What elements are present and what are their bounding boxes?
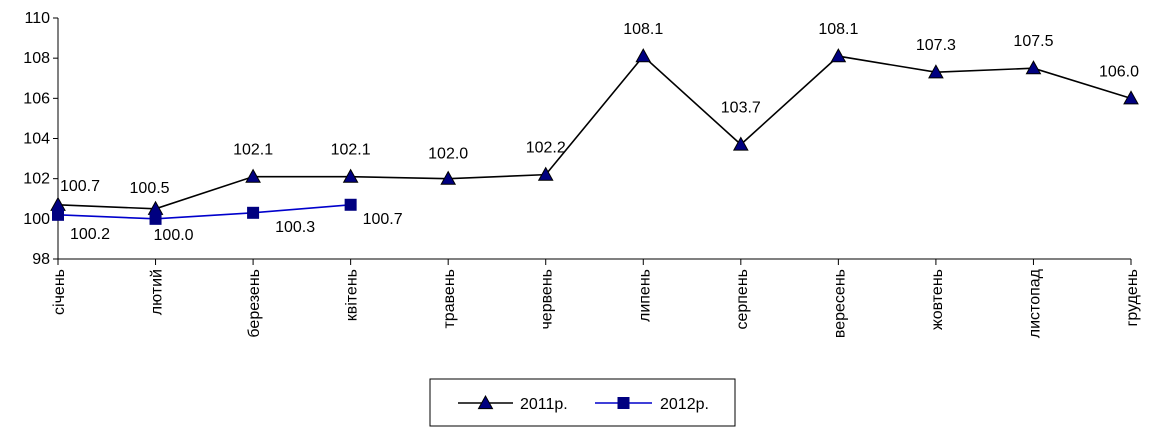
- triangle-marker: [50, 196, 66, 211]
- data-label: 100.0: [154, 227, 194, 244]
- data-label: 100.3: [275, 219, 315, 236]
- y-tick-label: 102: [23, 171, 50, 188]
- square-marker: [149, 212, 162, 225]
- x-tick-label: березень: [246, 269, 263, 338]
- data-label: 102.2: [526, 140, 566, 157]
- data-label: 102.1: [233, 142, 273, 159]
- data-label: 108.1: [623, 21, 663, 38]
- legend: 2011р. 2012р.: [429, 378, 736, 427]
- series-layer: [50, 48, 1139, 225]
- x-tick-label: червень: [539, 269, 556, 330]
- data-label: 100.2: [70, 226, 110, 243]
- x-tick-label: липень: [636, 269, 653, 322]
- triangle-marker: [928, 64, 944, 79]
- data-label: 106.0: [1099, 63, 1139, 80]
- triangle-marker: [537, 166, 554, 181]
- y-tick-label: 98: [32, 251, 50, 268]
- data-label: 108.1: [818, 21, 858, 38]
- x-tick-label: листопад: [1026, 268, 1043, 338]
- data-label: 107.5: [1013, 33, 1053, 50]
- triangle-marker: [245, 168, 261, 183]
- axes: 98 100 102 104 106 108 110 січень лютий березень к…: [23, 10, 1141, 338]
- x-tick-label: травень: [441, 269, 458, 329]
- square-marker: [247, 206, 260, 219]
- triangle-marker: [1025, 60, 1042, 75]
- data-label: 107.3: [916, 37, 956, 54]
- square-marker: [52, 208, 64, 221]
- series-line-1: [57, 203, 351, 220]
- legend-label-0: 2011р.: [520, 396, 568, 413]
- triangle-marker: [830, 48, 847, 63]
- data-label: 102.0: [428, 146, 468, 163]
- legend-label-1: 2012р.: [660, 396, 709, 413]
- data-label: 100.5: [130, 180, 170, 197]
- triangle-marker: [635, 48, 652, 63]
- x-tick-label: вересень: [831, 269, 848, 338]
- triangle-marker: [440, 170, 457, 185]
- x-tick-label: жовтень: [929, 269, 946, 330]
- y-tick-label: 104: [23, 131, 50, 148]
- x-tick-label: грудень: [1124, 269, 1141, 326]
- triangle-marker: [732, 136, 749, 151]
- data-label: 100.7: [363, 211, 403, 228]
- triangle-marker: [1123, 90, 1139, 105]
- data-label: 102.1: [331, 142, 371, 159]
- data-label: 100.7: [60, 178, 100, 195]
- square-marker: [344, 198, 357, 211]
- legend-square-marker: [617, 397, 630, 409]
- y-tick-label: 108: [23, 50, 50, 67]
- y-tick-label: 106: [23, 90, 50, 107]
- triangle-marker: [342, 168, 359, 183]
- x-tick-label: квітень: [344, 269, 361, 321]
- series-line-0: [57, 55, 1132, 210]
- x-tick-label: лютий: [149, 269, 166, 315]
- y-tick-label: 110: [24, 10, 50, 27]
- data-label: 103.7: [721, 100, 761, 117]
- y-tick-label: 100: [23, 211, 50, 228]
- x-tick-label: січень: [51, 269, 68, 315]
- legend-triangle-marker: [477, 394, 494, 410]
- data-labels: 100.7 100.5 102.1 102.1 102.0 102.2 108.1 103.7…: [60, 21, 1139, 244]
- x-tick-label: серпень: [734, 269, 751, 330]
